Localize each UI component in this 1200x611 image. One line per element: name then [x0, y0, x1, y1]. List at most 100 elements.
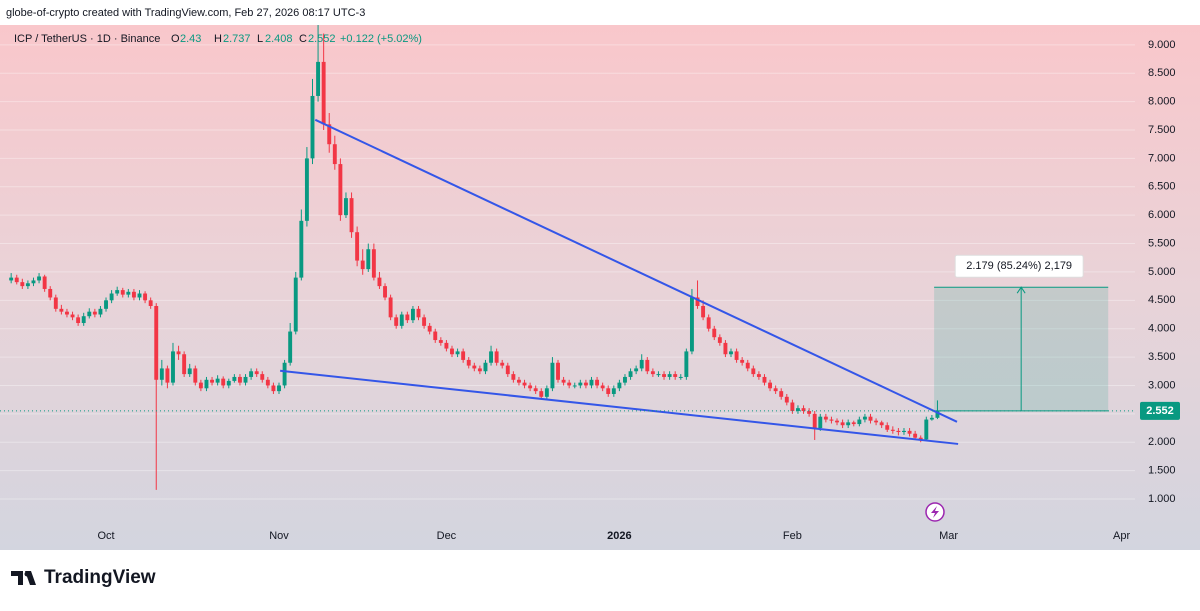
candle-body — [874, 420, 879, 423]
candle-body — [204, 379, 209, 389]
candle-body — [595, 379, 600, 386]
y-tick-label: 3.000 — [1148, 379, 1176, 391]
candle-body — [779, 391, 784, 397]
candle-body — [556, 362, 560, 380]
candle-body — [924, 419, 929, 440]
candle-body — [583, 382, 588, 386]
candle-body — [796, 408, 800, 412]
candle-body — [410, 308, 415, 321]
candle-body — [277, 385, 281, 392]
candle-body — [539, 391, 544, 397]
candle-body — [399, 314, 404, 326]
candle-body — [522, 382, 527, 386]
candle-body — [494, 351, 499, 363]
candle-body — [550, 362, 555, 389]
candle-body — [505, 365, 510, 375]
candle-body — [76, 317, 81, 324]
candle-body — [712, 328, 717, 338]
candle-body — [254, 371, 259, 375]
candle-body — [232, 376, 237, 381]
candle-body — [617, 382, 622, 389]
credit: globe-of-crypto created with TradingView… — [6, 7, 365, 19]
candle-body — [310, 95, 315, 159]
candle-body — [516, 379, 521, 383]
measure-label-box — [954, 254, 1084, 278]
candle-body — [344, 198, 348, 216]
candle-body — [92, 311, 97, 315]
candle-body — [706, 317, 711, 329]
candle-body — [645, 359, 650, 372]
candle-body — [689, 297, 694, 352]
candle-body — [304, 158, 309, 221]
candle-body — [53, 297, 58, 309]
candle-body — [773, 388, 778, 392]
candle-body — [807, 411, 812, 414]
event-icon — [925, 502, 945, 522]
legend-letter: O — [171, 33, 180, 45]
candle-body — [600, 385, 605, 389]
candle-body — [131, 291, 136, 298]
candle-body — [823, 416, 828, 420]
candle-body — [790, 402, 795, 412]
candle-body — [634, 368, 639, 372]
candle-body — [740, 359, 745, 363]
y-tick-label: 2.000 — [1148, 436, 1176, 448]
candle-body — [37, 276, 42, 281]
candle-body — [109, 293, 114, 301]
x-tick-label: Apr — [1113, 530, 1130, 542]
candle-body — [929, 417, 934, 420]
trendline — [314, 118, 958, 423]
candle-body — [662, 374, 666, 377]
candle-body — [544, 388, 549, 397]
candle-body — [450, 348, 454, 355]
candle-body — [371, 249, 376, 278]
legend-letter: C — [299, 33, 307, 45]
legend: ICP / TetherUS · 1D · Binance O 2.43 H 2… — [14, 33, 422, 45]
candle-body — [678, 376, 683, 378]
candle-body — [176, 351, 181, 355]
measure-label: 2.179 (85.24%) 2,179 — [966, 260, 1072, 272]
candle-body — [321, 61, 326, 125]
candle-body — [913, 433, 918, 438]
candle-body — [282, 362, 287, 386]
candle-body — [835, 420, 839, 423]
measure-arrowhead — [1016, 286, 1026, 294]
candle-body — [862, 416, 867, 420]
candle-body — [65, 311, 69, 315]
price-tag-label: 2.552 — [1146, 405, 1174, 417]
candle-body — [896, 430, 901, 433]
candle-body — [667, 374, 672, 377]
candle-body — [31, 280, 36, 284]
legend-value: 2.552 — [308, 33, 336, 45]
candle-body — [528, 385, 533, 389]
candle-body — [427, 325, 432, 332]
y-tick-label: 4.500 — [1148, 294, 1176, 306]
candle-body — [745, 362, 750, 369]
candle-body — [851, 422, 856, 425]
candle-body — [416, 308, 421, 318]
x-tick-label: Dec — [437, 530, 457, 542]
candle-body — [818, 416, 823, 429]
legend-change: +0.122 (+5.02%) — [340, 33, 422, 45]
candle-body — [148, 300, 153, 306]
candle-body — [159, 368, 164, 380]
candle-body — [104, 300, 108, 309]
y-tick-label: 8.500 — [1148, 67, 1176, 79]
candle-body — [751, 368, 756, 375]
candle-body — [846, 422, 851, 426]
candle-body — [81, 316, 86, 324]
y-tick-label: 4.000 — [1148, 323, 1176, 335]
candle-body — [355, 232, 360, 261]
candle-body — [332, 144, 337, 165]
candle-body — [572, 385, 577, 387]
candle-body — [461, 351, 466, 360]
candle-body — [717, 337, 722, 343]
candle-body — [768, 382, 773, 389]
candle-body — [338, 164, 343, 216]
candle-body — [377, 277, 382, 287]
candle-body — [394, 317, 399, 326]
x-tick-label: Mar — [939, 530, 958, 542]
candle-body — [723, 342, 728, 355]
candle-body — [567, 382, 572, 386]
candle-body — [327, 124, 332, 145]
